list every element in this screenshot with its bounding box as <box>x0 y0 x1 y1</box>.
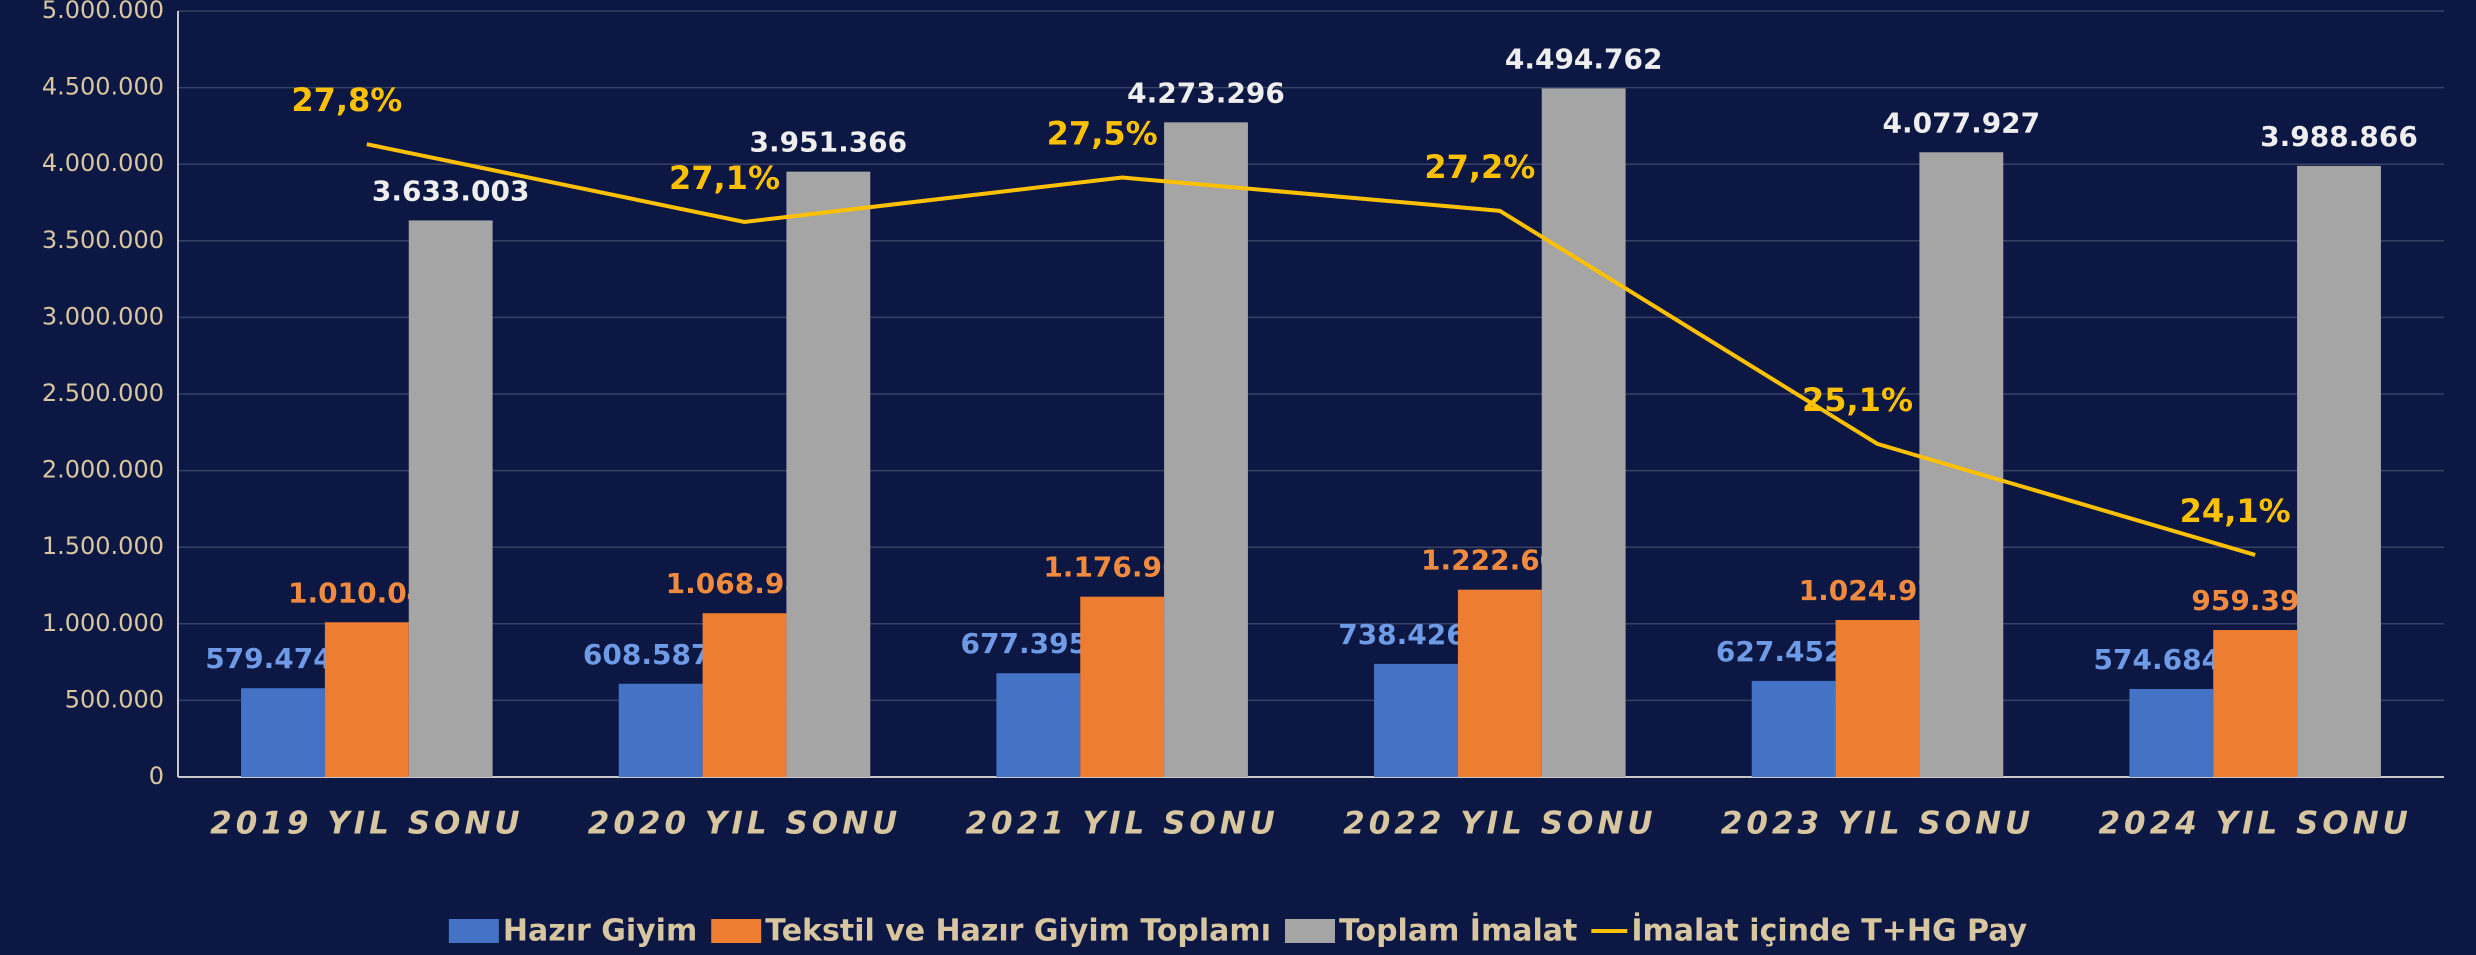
y-tick-label: 2.000.000 <box>42 456 164 484</box>
data-label: 4.494.762 <box>1505 42 1663 75</box>
data-label: 25,1% <box>1802 381 1913 419</box>
legend-swatch <box>1284 919 1335 943</box>
bar <box>1751 680 1836 777</box>
x-tick-label: 2021 YIL SONU <box>965 806 1278 842</box>
data-label: 27,5% <box>1047 115 1158 153</box>
bar <box>1835 619 1920 777</box>
bar <box>996 673 1081 777</box>
data-label: 3.951.366 <box>750 126 908 159</box>
data-label: 574.684 <box>2094 643 2222 676</box>
data-label: 4.273.296 <box>1127 76 1285 109</box>
x-tick-label: 2022 YIL SONU <box>1343 806 1656 842</box>
y-tick-label: 1.000.000 <box>42 609 164 637</box>
data-label: 608.587 <box>583 638 711 671</box>
legend-swatch <box>448 919 499 943</box>
bar <box>2213 630 2298 777</box>
data-label: 24,1% <box>2180 492 2291 530</box>
y-tick-label: 0 <box>149 762 164 790</box>
bar <box>1919 152 2004 777</box>
bar <box>1080 596 1165 777</box>
y-tick-label: 2.500.000 <box>42 379 164 407</box>
legend-swatch <box>711 919 762 943</box>
y-tick-label: 3.000.000 <box>42 302 164 330</box>
y-tick-label: 5.000.000 <box>42 0 164 24</box>
legend-label: Tekstil ve Hazır Giyim Toplamı <box>765 914 1271 949</box>
legend-label: İmalat içinde T+HG Pay <box>1631 913 2027 949</box>
bar <box>1374 663 1458 777</box>
x-tick-label: 2024 YIL SONU <box>2098 806 2411 842</box>
bar <box>618 683 703 777</box>
y-tick-label: 3.500.000 <box>42 226 164 254</box>
line <box>366 142 2256 557</box>
bar <box>1541 88 1626 777</box>
x-tick-label: 2019 YIL SONU <box>210 806 523 842</box>
y-tick-label: 500.000 <box>65 685 164 713</box>
bar <box>324 622 409 777</box>
data-label: 27,8% <box>291 81 402 119</box>
data-label: 3.988.866 <box>2260 120 2418 153</box>
bar <box>702 613 787 777</box>
x-tick-label: 2023 YIL SONU <box>1721 806 2034 842</box>
data-label: 27,1% <box>669 159 780 197</box>
data-label: 27,2% <box>1424 148 1535 186</box>
data-label: 579.474 <box>205 642 333 675</box>
x-tick-label: 2020 YIL SONU <box>588 806 901 842</box>
data-label: 3.633.003 <box>372 174 530 207</box>
data-label: 627.452 <box>1716 635 1844 668</box>
bar <box>1164 122 1248 777</box>
legend-label: Hazır Giyim <box>503 914 697 949</box>
data-label: 677.395 <box>961 627 1089 660</box>
legend-label: Toplam İmalat <box>1339 913 1577 949</box>
bar <box>1457 589 1542 777</box>
bar <box>786 171 871 777</box>
y-tick-label: 4.000.000 <box>42 149 164 177</box>
y-tick-label: 4.500.000 <box>42 73 164 101</box>
data-label: 4.077.927 <box>1883 106 2041 139</box>
bar <box>2297 165 2381 777</box>
bar <box>2129 688 2214 777</box>
bar <box>241 688 325 777</box>
y-tick-label: 1.500.000 <box>42 532 164 560</box>
bar <box>408 220 493 777</box>
data-label: 738.426 <box>1338 618 1466 651</box>
